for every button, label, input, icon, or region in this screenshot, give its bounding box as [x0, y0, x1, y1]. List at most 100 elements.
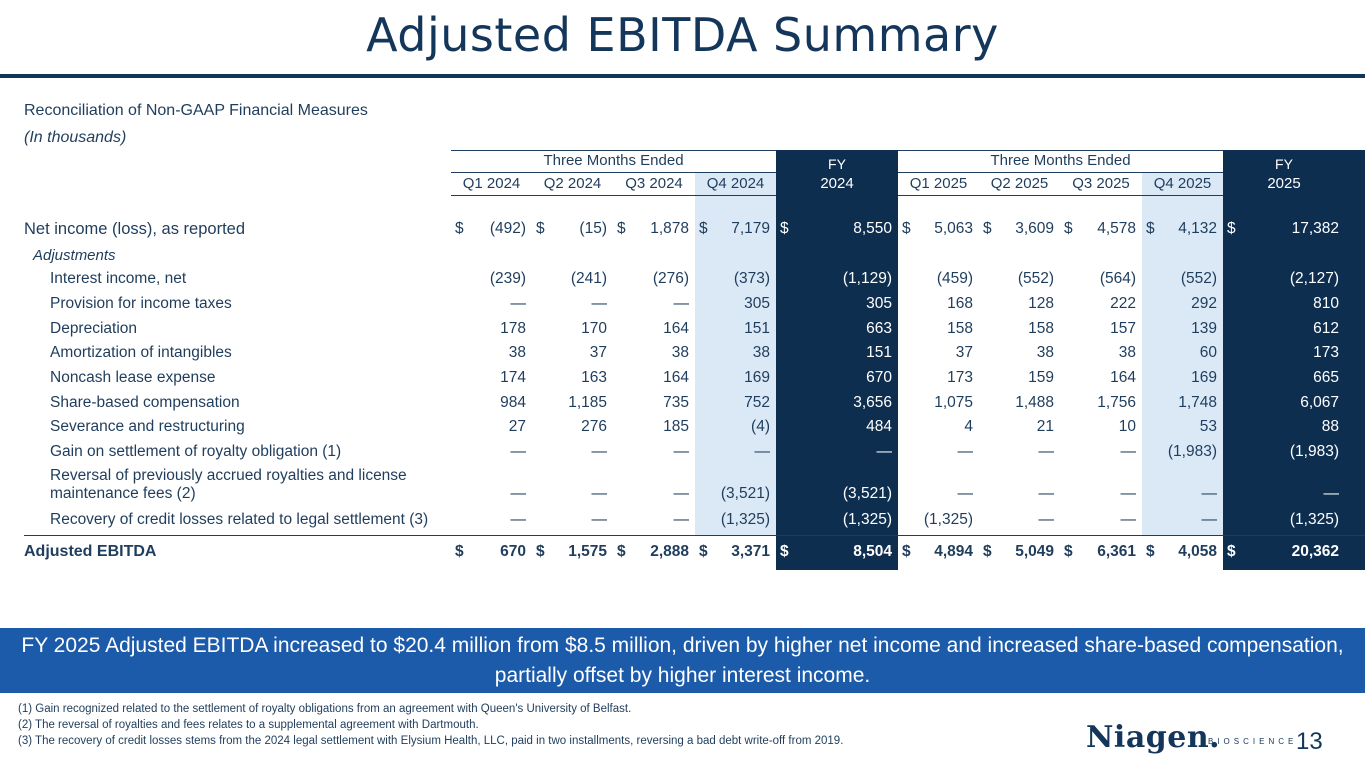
row-label-adjusted-ebitda: Adjusted EBITDA [24, 543, 157, 560]
royalty-gain-fy-2024: — [876, 443, 893, 460]
royalty-gain-q1-2024: — [510, 443, 527, 460]
header-rule-2025-bottom [898, 195, 1223, 196]
footnote-1: (1) Gain recognized related to the settl… [18, 703, 632, 715]
noncash-lease-q2-2024: 163 [581, 369, 607, 386]
row-label-share-based-comp: Share-based compensation [50, 394, 240, 411]
credit-recovery-q1-2024: — [510, 511, 527, 528]
adjusted-ebitda-dollar-q1-2025: $ [902, 543, 911, 560]
share-based-comp-q4-2024: 752 [744, 394, 770, 411]
adjusted-ebitda-q2-2025: 5,049 [1015, 543, 1054, 560]
royalty-reversal-q1-2025: — [957, 485, 974, 502]
net-income-q4-2024: 7,179 [731, 220, 770, 237]
net-income-dollar-q4-2024: $ [699, 220, 708, 237]
interest-income-fy-2024: (1,129) [842, 270, 892, 287]
royalty-gain-q1-2025: — [957, 443, 974, 460]
income-taxes-q4-2025: 292 [1191, 295, 1217, 312]
row-label-severance: Severance and restructuring [50, 418, 245, 435]
amortization-q2-2024: 37 [589, 344, 607, 361]
adjusted-ebitda-dollar-fy-2024: $ [780, 543, 789, 560]
net-income-dollar-q4-2025: $ [1146, 220, 1155, 237]
amortization-q1-2024: 38 [508, 344, 526, 361]
net-income-dollar-q1-2024: $ [455, 220, 464, 237]
col-header-q3-2025: Q3 2025 [1072, 175, 1130, 192]
adjusted-ebitda-dollar-q3-2024: $ [617, 543, 626, 560]
col-header-q1-2024: Q1 2024 [462, 175, 521, 192]
interest-income-q3-2025: (564) [1099, 270, 1136, 287]
severance-q2-2025: 21 [1036, 418, 1054, 435]
group-header-2025: Three Months Ended [990, 152, 1131, 169]
depreciation-q4-2025: 139 [1191, 320, 1217, 337]
royalty-gain-q4-2025: (1,983) [1167, 443, 1217, 460]
niagen-logo: Niagen. [1086, 720, 1221, 755]
col-header-q2-2024: Q2 2024 [543, 175, 602, 192]
depreciation-q4-2024: 151 [744, 320, 770, 337]
severance-q2-2024: 276 [581, 418, 607, 435]
credit-recovery-q3-2024: — [673, 511, 690, 528]
income-taxes-q1-2025: 168 [947, 295, 973, 312]
row-label-depreciation: Depreciation [50, 320, 138, 337]
amortization-fy-2024: 151 [866, 344, 892, 361]
adjusted-ebitda-q1-2024: 670 [500, 543, 526, 560]
severance-q4-2025: 53 [1199, 418, 1217, 435]
interest-income-q4-2024: (373) [733, 270, 770, 287]
adjusted-ebitda-dollar-q3-2025: $ [1064, 543, 1073, 560]
adjusted-ebitda-dollar-q1-2024: $ [455, 543, 464, 560]
amortization-fy-2025: 173 [1313, 344, 1339, 361]
adjusted-ebitda-q3-2025: 6,361 [1097, 543, 1136, 560]
royalty-gain-q4-2024: — [754, 443, 771, 460]
footnotes: (1) Gain recognized related to the settl… [18, 701, 843, 749]
row-label-credit-recovery: Recovery of credit losses related to leg… [50, 511, 429, 528]
net-income-q2-2025: 3,609 [1015, 220, 1054, 237]
noncash-lease-q4-2024: 169 [744, 369, 770, 386]
col-header-q3-2024: Q3 2024 [625, 175, 683, 192]
credit-recovery-q2-2025: — [1038, 511, 1055, 528]
noncash-lease-q3-2024: 164 [663, 369, 689, 386]
fy-2024-header-line2: 2024 [820, 175, 854, 192]
severance-q4-2024: (4) [751, 418, 770, 435]
row-label-royalty-gain: Gain on settlement of royalty obligation… [50, 443, 342, 460]
credit-recovery-q2-2024: — [591, 511, 608, 528]
depreciation-q2-2024: 170 [581, 320, 607, 337]
noncash-lease-q1-2025: 173 [947, 369, 973, 386]
severance-q3-2024: 185 [663, 418, 689, 435]
share-based-comp-fy-2025: 6,067 [1300, 394, 1339, 411]
noncash-lease-q1-2024: 174 [500, 369, 526, 386]
q4-2024-column-shade [695, 172, 776, 536]
header-rule-2025-top [898, 150, 1223, 151]
income-taxes-q3-2024: — [673, 295, 690, 312]
net-income-q1-2025: 5,063 [934, 220, 973, 237]
page-number: 13 [1296, 728, 1323, 755]
fy-2025-column-shade [1223, 150, 1365, 570]
col-header-q4-2024: Q4 2024 [706, 175, 765, 192]
royalty-reversal-fy-2025: — [1323, 485, 1340, 502]
royalty-reversal-q1-2024: — [510, 485, 527, 502]
net-income-q3-2024: 1,878 [650, 220, 689, 237]
severance-q1-2025: 4 [964, 418, 973, 435]
severance-fy-2025: 88 [1321, 418, 1339, 435]
royalty-reversal-q2-2024: — [591, 485, 608, 502]
net-income-q1-2024: (492) [489, 220, 526, 237]
callout-banner: FY 2025 Adjusted EBITDA increased to $20… [0, 628, 1365, 693]
depreciation-q2-2025: 158 [1028, 320, 1054, 337]
noncash-lease-q4-2025: 169 [1191, 369, 1217, 386]
adjusted-ebitda-q1-2025: 4,894 [934, 543, 973, 560]
credit-recovery-q1-2025: (1,325) [923, 511, 973, 528]
interest-income-q3-2024: (276) [652, 270, 689, 287]
col-header-q4-2025: Q4 2025 [1153, 175, 1212, 192]
net-income-dollar-q1-2025: $ [902, 220, 911, 237]
q4-2025-column-shade [1142, 172, 1223, 536]
units-note: (In thousands) [24, 129, 127, 146]
row-label-royalty-reversal: Reversal of previously accrued royalties… [50, 467, 407, 502]
adjusted-ebitda-dollar-q4-2025: $ [1146, 543, 1155, 560]
header-rule-2025-mid [898, 172, 1223, 173]
header-rule-2024-bottom [451, 195, 776, 196]
net-income-q4-2025: 4,132 [1178, 220, 1217, 237]
total-rule [24, 535, 1365, 536]
noncash-lease-fy-2024: 670 [866, 369, 892, 386]
share-based-comp-q1-2025: 1,075 [934, 394, 973, 411]
share-based-comp-q3-2024: 735 [663, 394, 689, 411]
income-taxes-q2-2024: — [591, 295, 608, 312]
amortization-q1-2025: 37 [955, 344, 973, 361]
title-divider [0, 74, 1365, 78]
adjusted-ebitda-q2-2024: 1,575 [568, 543, 607, 560]
